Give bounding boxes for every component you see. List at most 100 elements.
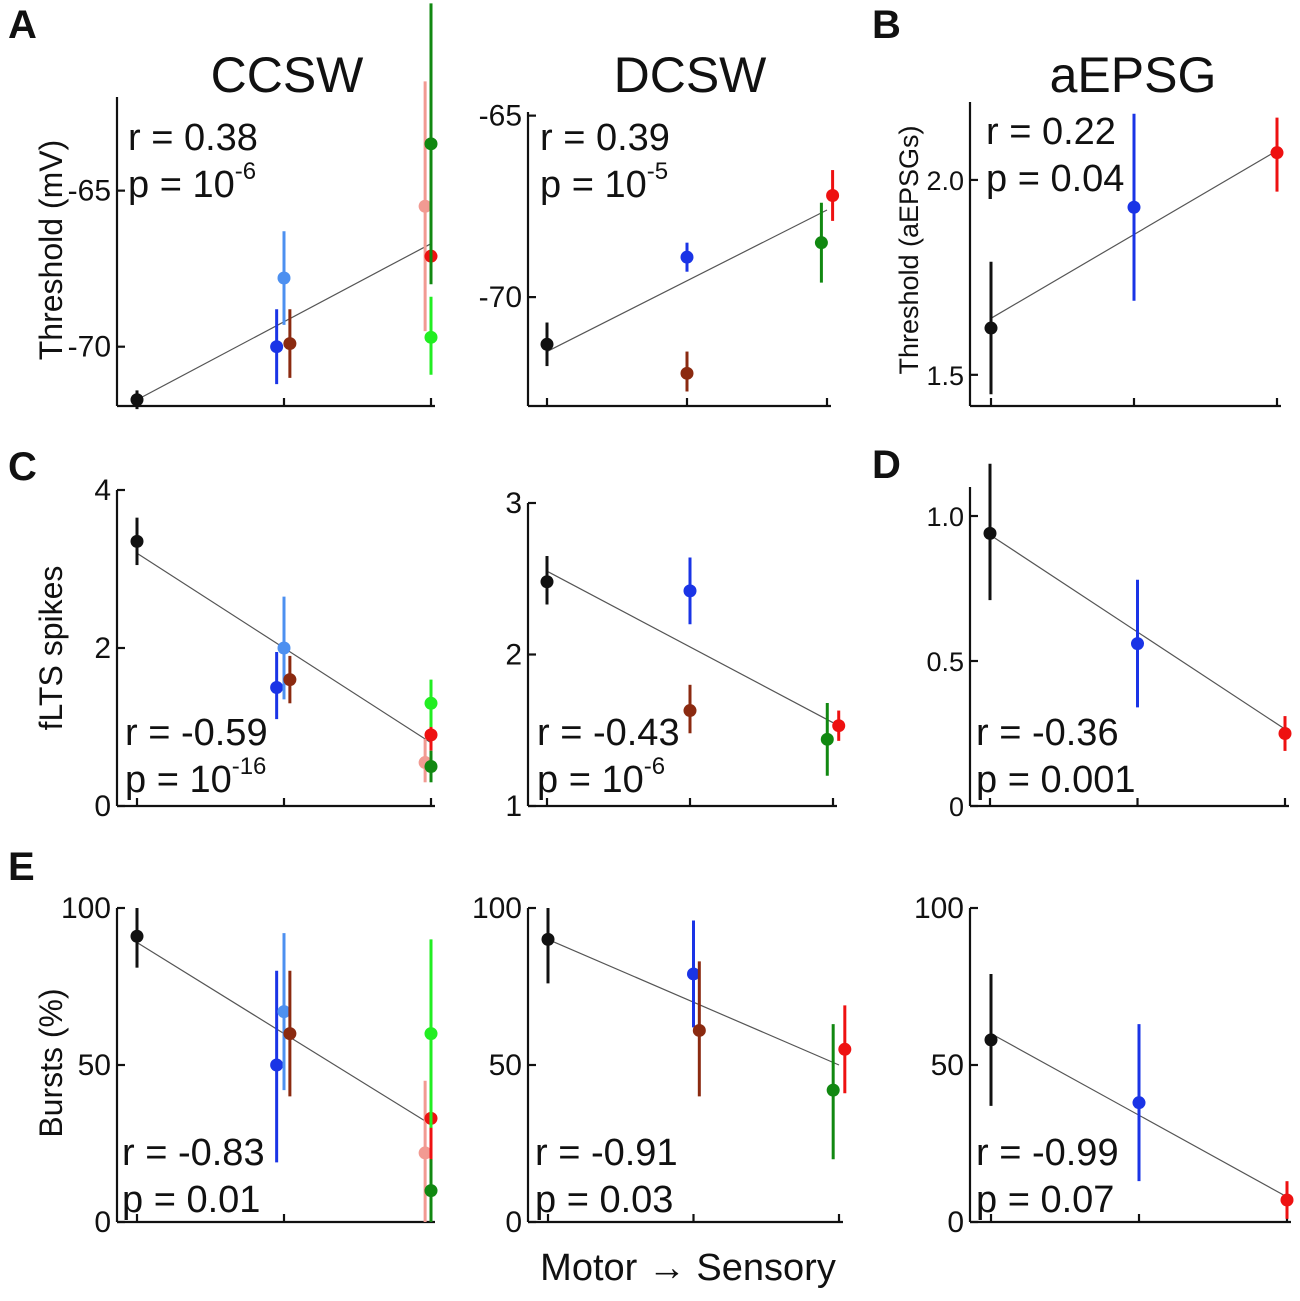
data-point xyxy=(130,393,144,407)
y-tick-label: 100 xyxy=(61,892,111,925)
stat-p-exponent: -16 xyxy=(232,753,267,780)
stat-p: p = 10-6 xyxy=(537,753,665,801)
stat-r: r = 0.38 xyxy=(128,117,258,159)
y-tick-label: 50 xyxy=(931,1049,964,1082)
panel-b-aepsg: B Threshold (aEPSGs) 2.0 1.5 r = 0.22 p = 0.0… xyxy=(872,3,1284,408)
data-point xyxy=(277,1005,291,1019)
data-point xyxy=(130,929,144,943)
data-point xyxy=(540,575,554,589)
y-tick-label: -65 xyxy=(479,100,522,133)
data-point xyxy=(984,1033,998,1047)
data-point xyxy=(270,1058,284,1072)
y-axis-label: fLTS spikes xyxy=(33,566,69,731)
stat-p-exponent: -5 xyxy=(647,158,668,185)
panel-letter: D xyxy=(872,443,901,487)
data-point xyxy=(270,340,284,354)
panel-a-dcsw: -65 -70 r = 0.39p = 10-5 xyxy=(479,100,840,408)
data-point xyxy=(283,1027,297,1041)
y-tick-label: 100 xyxy=(914,892,964,925)
data-point xyxy=(1270,146,1284,160)
y-tick-label: 2.0 xyxy=(926,166,964,196)
stat-p-exponent: -6 xyxy=(235,158,256,185)
data-point xyxy=(424,330,438,344)
stat-r: r = 0.22 xyxy=(986,111,1116,153)
y-tick-label: 0.5 xyxy=(926,647,964,677)
y-tick-label: 2 xyxy=(94,632,111,665)
panel-e-ccsw: E Bursts (%) 100 50 0 r = -0.83 p = 0.01 xyxy=(8,845,438,1239)
data-point xyxy=(277,641,291,655)
panel-e-aepsg: 100 50 0 r = -0.99 p = 0.07 xyxy=(914,892,1294,1239)
y-tick-label: 0 xyxy=(94,1206,111,1239)
stat-r: r = -0.91 xyxy=(535,1132,678,1174)
y-tick-label: 50 xyxy=(489,1049,522,1082)
regression-line xyxy=(546,570,834,724)
stat-p: p = 10-5 xyxy=(540,158,668,206)
data-point xyxy=(283,673,297,687)
y-tick-label: 0 xyxy=(94,790,111,823)
x-axis-label: Motor → Sensory xyxy=(540,1247,836,1289)
stat-p: p = 10-6 xyxy=(128,158,256,206)
y-tick-label: 2 xyxy=(505,639,522,672)
y-axis-label: Threshold (mV) xyxy=(33,140,69,361)
y-tick-label: 1.5 xyxy=(926,361,964,391)
stat-p: p = 0.03 xyxy=(535,1179,673,1221)
panel-d-aepsg: D 1.0 0.5 0 r = -0.36 p = 0.001 xyxy=(872,443,1292,822)
regression-line xyxy=(546,209,828,353)
data-point xyxy=(1280,1193,1294,1207)
data-point xyxy=(1132,1096,1146,1110)
y-tick-label: 1 xyxy=(505,790,522,823)
data-point xyxy=(283,337,297,351)
data-point xyxy=(680,366,694,380)
column-title-dcsw: DCSW xyxy=(614,47,768,103)
data-point xyxy=(270,681,284,694)
panel-letter: A xyxy=(8,3,37,47)
y-tick-label: 4 xyxy=(94,474,111,507)
data-point xyxy=(424,137,438,151)
y-tick-label: 0 xyxy=(505,1206,522,1239)
panel-a-ccsw: A Threshold (mV)-65 -70 r = 0.38p = 10-6 xyxy=(8,3,438,410)
stat-r: r = -0.99 xyxy=(976,1132,1119,1174)
data-point xyxy=(832,719,846,733)
data-point xyxy=(130,534,144,548)
column-title-aepsg: aEPSG xyxy=(1050,47,1217,103)
stat-p: p = 0.04 xyxy=(986,158,1124,200)
data-point xyxy=(984,321,998,335)
panel-c-dcsw: 3 2 1 r = -0.43p = 10-6 xyxy=(505,487,846,823)
panel-letter: B xyxy=(872,3,901,47)
data-point xyxy=(418,1146,432,1160)
data-point xyxy=(826,188,840,202)
data-point xyxy=(541,932,555,946)
data-point xyxy=(1127,200,1141,214)
data-point xyxy=(838,1042,852,1056)
data-point xyxy=(424,1184,438,1198)
panel-letter: E xyxy=(8,845,35,889)
data-point xyxy=(826,1083,840,1097)
data-point xyxy=(418,199,432,213)
stat-p: p = 0.01 xyxy=(122,1179,260,1221)
y-axis-label: Threshold (aEPSGs) xyxy=(894,125,924,374)
y-tick-label: 0 xyxy=(949,792,964,822)
stat-p: p = 0.001 xyxy=(976,759,1136,801)
stat-p-exponent: -6 xyxy=(644,753,665,780)
stat-r: r = -0.36 xyxy=(976,712,1119,754)
data-point xyxy=(424,1027,438,1041)
data-point xyxy=(424,696,438,710)
data-point xyxy=(683,704,697,718)
panel-e-dcsw: 100 50 0 r = -0.91 p = 0.03 xyxy=(472,892,852,1239)
y-tick-label: -65 xyxy=(68,175,111,208)
y-tick-label: 50 xyxy=(78,1049,111,1082)
data-point xyxy=(424,760,438,773)
data-point xyxy=(680,250,694,264)
data-point xyxy=(692,1023,706,1037)
y-tick-label: 100 xyxy=(472,892,522,925)
stat-r: r = -0.59 xyxy=(125,712,268,754)
data-point xyxy=(683,584,697,598)
data-point xyxy=(983,526,997,540)
stat-r: r = -0.83 xyxy=(122,1132,265,1174)
stat-r: r = -0.43 xyxy=(537,712,680,754)
data-point xyxy=(820,732,834,746)
column-title-ccsw: CCSW xyxy=(211,47,365,103)
data-point xyxy=(1278,727,1292,740)
